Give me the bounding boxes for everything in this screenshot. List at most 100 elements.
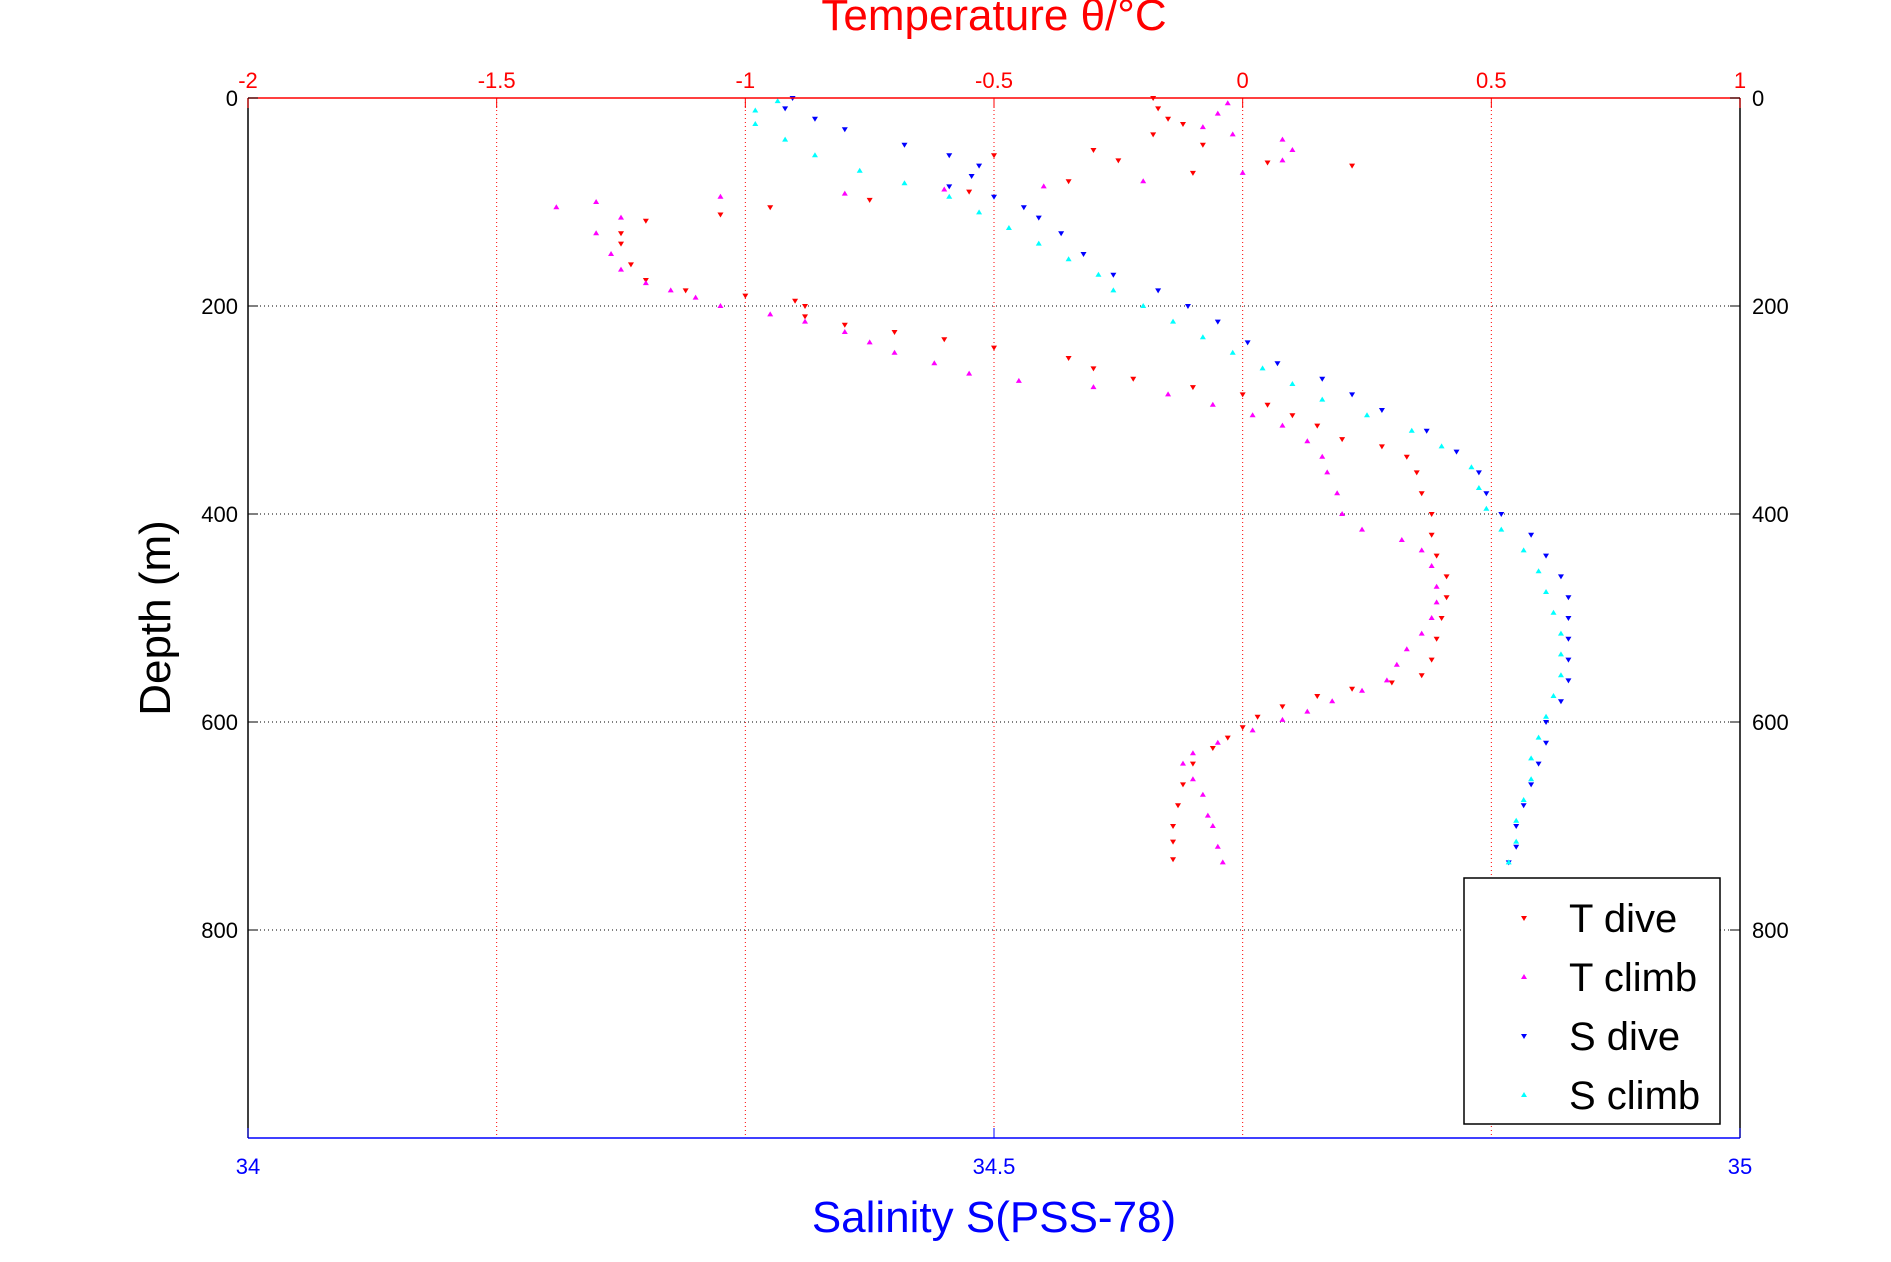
data-point bbox=[1150, 132, 1157, 138]
data-point bbox=[1005, 225, 1012, 230]
data-point bbox=[1483, 491, 1490, 497]
data-point bbox=[1214, 319, 1221, 325]
data-point bbox=[1199, 124, 1206, 130]
data-point bbox=[941, 186, 948, 192]
data-point bbox=[841, 127, 848, 133]
data-point bbox=[1475, 470, 1482, 476]
data-point bbox=[1423, 428, 1430, 434]
data-point bbox=[1403, 646, 1410, 652]
data-point bbox=[1329, 698, 1336, 704]
data-point bbox=[1565, 595, 1572, 601]
data-point bbox=[811, 116, 818, 122]
data-point bbox=[1279, 716, 1286, 722]
data-point bbox=[1418, 673, 1425, 679]
bottom-tick-label: 34 bbox=[236, 1154, 260, 1179]
data-point bbox=[1543, 740, 1550, 746]
data-point bbox=[1513, 844, 1520, 850]
data-point bbox=[991, 153, 997, 159]
data-point bbox=[1224, 735, 1231, 741]
legend-label: S dive bbox=[1569, 1015, 1680, 1059]
data-point bbox=[1080, 252, 1087, 257]
x-axis-label: Salinity S(PSS-78) bbox=[812, 1193, 1176, 1242]
left-tick-label: 400 bbox=[201, 502, 238, 527]
left-tick-label: 600 bbox=[201, 710, 238, 735]
data-point bbox=[866, 339, 873, 345]
data-point bbox=[1020, 205, 1027, 211]
data-point bbox=[1378, 408, 1385, 413]
top-tick-label: -2 bbox=[238, 68, 258, 93]
data-point bbox=[642, 218, 649, 224]
data-point bbox=[1249, 727, 1256, 733]
data-point bbox=[1388, 680, 1395, 686]
data-point bbox=[802, 314, 809, 320]
data-point bbox=[1214, 843, 1221, 849]
data-point bbox=[1319, 376, 1326, 382]
data-point bbox=[1170, 318, 1177, 324]
data-point bbox=[1433, 599, 1440, 605]
data-point bbox=[1015, 377, 1022, 383]
data-point bbox=[1513, 824, 1520, 829]
data-point bbox=[1239, 169, 1246, 175]
data-point bbox=[1254, 714, 1261, 720]
data-point bbox=[1090, 148, 1097, 153]
data-point bbox=[1543, 589, 1550, 594]
legend-label: T dive bbox=[1569, 897, 1677, 941]
data-point bbox=[1279, 422, 1286, 428]
data-point bbox=[1058, 231, 1065, 237]
data-point bbox=[1304, 438, 1311, 444]
data-point bbox=[802, 318, 809, 324]
data-point bbox=[1209, 746, 1216, 751]
data-point bbox=[767, 205, 774, 211]
left-tick-label: 0 bbox=[226, 86, 238, 111]
data-point bbox=[608, 251, 615, 256]
data-point bbox=[1279, 136, 1286, 142]
chart-title: Temperature θ/°C bbox=[821, 0, 1166, 40]
data-point bbox=[1155, 106, 1162, 112]
data-point bbox=[782, 106, 789, 112]
data-point bbox=[976, 163, 983, 169]
data-point bbox=[553, 204, 560, 210]
data-point bbox=[1165, 116, 1172, 122]
data-point bbox=[1239, 392, 1246, 398]
data-point bbox=[1189, 761, 1196, 767]
data-point bbox=[717, 212, 724, 218]
bottom-tick-label: 35 bbox=[1728, 1154, 1752, 1179]
data-point bbox=[1224, 100, 1231, 106]
data-point bbox=[1110, 272, 1117, 278]
data-point bbox=[856, 167, 863, 173]
data-point bbox=[1209, 401, 1216, 407]
data-point bbox=[682, 288, 689, 294]
data-point bbox=[593, 199, 600, 204]
data-point bbox=[1170, 857, 1177, 863]
data-point bbox=[891, 349, 898, 355]
legend: T dive T climb S dive S climb bbox=[1463, 877, 1721, 1125]
data-point bbox=[792, 298, 799, 304]
left-tick-label: 800 bbox=[201, 918, 238, 943]
data-point bbox=[966, 189, 973, 195]
data-point bbox=[1090, 366, 1097, 372]
data-point bbox=[692, 294, 699, 300]
data-point bbox=[1175, 803, 1182, 809]
data-point bbox=[1189, 170, 1196, 176]
data-point bbox=[1557, 630, 1564, 636]
data-point bbox=[1520, 803, 1527, 809]
data-point bbox=[1543, 713, 1550, 719]
data-point bbox=[742, 293, 749, 299]
data-point bbox=[1433, 583, 1440, 589]
data-point bbox=[1565, 616, 1572, 621]
data-point bbox=[991, 194, 997, 200]
right-tick-label: 600 bbox=[1752, 710, 1789, 735]
data-point bbox=[1557, 672, 1564, 678]
data-point bbox=[1453, 449, 1460, 455]
data-point bbox=[1065, 256, 1072, 262]
top-tick-label: 0.5 bbox=[1476, 68, 1507, 93]
data-point bbox=[1443, 595, 1450, 601]
top-tick-label: 0 bbox=[1237, 68, 1249, 93]
data-point bbox=[802, 304, 809, 309]
data-point bbox=[946, 193, 953, 199]
data-point bbox=[1189, 776, 1196, 782]
data-point bbox=[1535, 568, 1542, 574]
data-point bbox=[976, 209, 983, 215]
data-point bbox=[618, 241, 624, 247]
data-point bbox=[1428, 532, 1435, 538]
